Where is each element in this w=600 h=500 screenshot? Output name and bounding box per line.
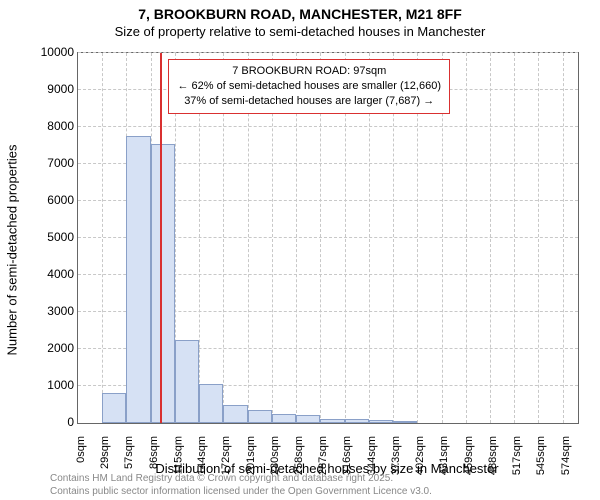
bar — [102, 393, 126, 423]
y-tick: 7000 — [24, 156, 74, 170]
y-tick: 0 — [24, 415, 74, 429]
bar — [393, 421, 417, 423]
footnote-line-2: Contains public sector information licen… — [50, 486, 432, 499]
bar — [126, 136, 150, 423]
footnote-line-1: Contains HM Land Registry data © Crown c… — [50, 473, 432, 486]
bar — [223, 405, 247, 423]
y-tick: 5000 — [24, 230, 74, 244]
y-tick: 9000 — [24, 82, 74, 96]
y-tick: 10000 — [24, 45, 74, 59]
y-tick: 3000 — [24, 304, 74, 318]
chart-container: 7, BROOKBURN ROAD, MANCHESTER, M21 8FF S… — [0, 0, 600, 500]
chart-title-sub: Size of property relative to semi-detach… — [0, 24, 600, 39]
bar — [151, 144, 175, 423]
annotation-line-3: 37% of semi-detached houses are larger (… — [177, 94, 441, 109]
bar — [369, 420, 393, 423]
y-tick: 8000 — [24, 119, 74, 133]
plot-area: 7 BROOKBURN ROAD: 97sqm ← 62% of semi-de… — [77, 52, 579, 424]
annotation-box: 7 BROOKBURN ROAD: 97sqm ← 62% of semi-de… — [168, 59, 450, 114]
bar — [345, 419, 369, 423]
y-tick: 1000 — [24, 378, 74, 392]
y-tick: 4000 — [24, 267, 74, 281]
annotation-line-2: ← 62% of semi-detached houses are smalle… — [177, 79, 441, 94]
y-tick: 6000 — [24, 193, 74, 207]
bar — [320, 419, 344, 423]
x-tick: 0sqm — [75, 436, 87, 463]
bar — [272, 414, 296, 423]
y-tick: 2000 — [24, 341, 74, 355]
y-axis-label: Number of semi-detached properties — [5, 145, 20, 356]
bar — [248, 410, 272, 423]
bar — [296, 415, 320, 423]
marker-line — [160, 53, 162, 423]
chart-title-main: 7, BROOKBURN ROAD, MANCHESTER, M21 8FF — [0, 6, 600, 22]
annotation-line-1: 7 BROOKBURN ROAD: 97sqm — [177, 64, 441, 79]
bar — [175, 340, 199, 423]
bar — [199, 384, 223, 423]
footnote: Contains HM Land Registry data © Crown c… — [50, 473, 432, 498]
